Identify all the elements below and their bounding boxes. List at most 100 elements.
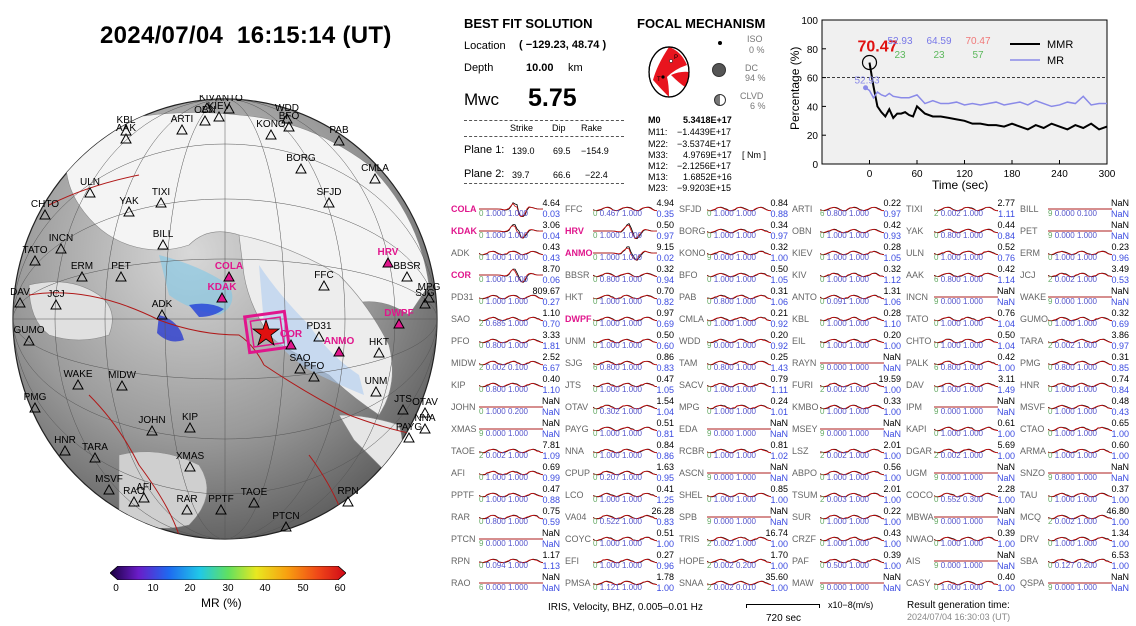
station-name: CHTO	[906, 336, 932, 346]
weight-values: 2 0.002 0.010	[707, 583, 756, 592]
waveform-trace	[707, 228, 771, 234]
station-triangle-icon	[138, 491, 150, 503]
weight-values: 2 0.002 0.200	[707, 561, 756, 570]
waveform-trace	[1048, 272, 1112, 278]
weight-value: 0.000	[713, 429, 734, 438]
weight-value: 1.000	[485, 253, 506, 262]
weight-value: 0.002	[940, 209, 961, 218]
depth-label: Depth	[464, 62, 494, 74]
ratio-value: 1.02	[770, 451, 788, 461]
col-dip: Dip	[552, 123, 566, 133]
weight-value: 1.000	[1054, 385, 1075, 394]
weight-value: 1.000	[848, 363, 869, 372]
synthetic-trace	[934, 272, 998, 278]
waveform-cell: CPUP 1.63 0.95 0 0.207 1.000	[565, 462, 678, 484]
weight-value: 1.000	[713, 407, 734, 416]
station-uln-marker: ULN	[80, 177, 100, 198]
ratio-value: NaN	[541, 429, 560, 439]
synthetic-trace	[479, 294, 543, 300]
m33-label: M33:	[648, 150, 669, 160]
amplitude-value: 0.40	[542, 374, 560, 384]
waveform-trace	[707, 360, 771, 366]
weight-values: 2 0.685 1.000	[479, 319, 528, 328]
waveform-trace	[593, 404, 657, 410]
weight-value: 1.000	[826, 341, 847, 350]
synthetic-trace	[934, 206, 998, 212]
station-name: TSUM	[792, 490, 818, 500]
weight-value: 2	[479, 319, 484, 328]
station-name: MPG	[679, 402, 700, 412]
station-kiev-marker: KIEV	[208, 101, 231, 122]
waveform-trace	[479, 268, 543, 283]
station-triangle-icon	[313, 330, 325, 342]
amplitude-value: 0.31	[1111, 352, 1129, 362]
synthetic-trace	[593, 224, 657, 240]
station-label: YAK	[119, 196, 139, 207]
weight-values: 0 1.000 1.000	[1048, 429, 1097, 438]
station-name: ADK	[451, 248, 470, 258]
weight-value: 1.000	[507, 539, 528, 548]
weight-value: 1.000	[1076, 275, 1097, 284]
weight-value: 1.000	[1076, 385, 1097, 394]
waveform-trace	[707, 206, 771, 212]
weight-value: 2	[707, 583, 712, 592]
amplitude-value: 3.11	[998, 374, 1015, 384]
station-payg-marker: PAYG	[396, 422, 422, 443]
ratio-value: 1.13	[542, 561, 560, 571]
mr-annotation: 52.93	[855, 75, 880, 86]
synthetic-trace	[934, 360, 998, 366]
station-nna-marker: NNA	[414, 413, 436, 434]
station-name: BBSR	[565, 270, 590, 280]
ratio-value: 1.12	[883, 275, 901, 285]
synthetic-trace	[479, 448, 543, 454]
waveform-trace	[1048, 208, 1112, 210]
synthetic-trace	[1048, 492, 1112, 498]
station-label: PTCN	[272, 511, 299, 522]
amplitude-value: 0.76	[997, 308, 1015, 318]
weight-values: 0 1.000 1.000	[1048, 451, 1097, 460]
epicenter-star-icon	[251, 318, 281, 347]
synthetic-trace	[707, 360, 771, 366]
synthetic-trace	[593, 272, 657, 278]
weight-values: 9 0.000 1.000	[707, 341, 756, 350]
station-label: KIP	[182, 412, 198, 423]
waveform-cell: CMLA 0.21 0.92 0 1.000 1.000	[679, 308, 792, 330]
station-label: DAV	[10, 287, 30, 298]
waveform-trace	[820, 382, 884, 388]
station-chto-marker: CHTO	[31, 199, 59, 220]
amplitude-value: 16.74	[765, 528, 788, 538]
data-info: IRIS, Velocity, BHZ, 0.005–0.01 Hz	[548, 602, 703, 613]
weight-value: 0	[707, 451, 712, 460]
amplitude-value: 0.61	[997, 418, 1015, 428]
weight-values: 0 0.127 0.200	[1048, 561, 1097, 570]
amplitude-value: 0.74	[1111, 374, 1129, 384]
station-name: KMBO	[792, 402, 819, 412]
waveform-trace	[1048, 250, 1112, 256]
waveform-cell: COLA 4.64 0.03 0 1.000 1.000	[451, 198, 564, 220]
waveform-trace	[934, 492, 998, 498]
weight-value: 0	[479, 297, 484, 306]
station-name: TATO	[906, 314, 929, 324]
waveform-trace	[593, 514, 657, 520]
station-label: JOHN	[138, 415, 165, 426]
waveform-cell: DWPF 0.97 0.69 0 1.000 1.000	[565, 308, 678, 330]
waveform-trace	[1048, 492, 1112, 498]
weight-values: 9 0.000 1.000	[934, 561, 983, 570]
weight-values: 0 1.000 1.000	[934, 539, 983, 548]
weight-value: 0.685	[485, 319, 506, 328]
synthetic-trace	[479, 492, 543, 498]
station-label: JTS	[394, 394, 412, 405]
y-tick-label: 0	[812, 160, 818, 171]
weight-value: 1.000	[621, 363, 642, 372]
weight-value: 1.000	[962, 517, 983, 526]
station-name: RAR	[451, 512, 471, 522]
weight-value: 0	[934, 231, 939, 240]
ratio-value: 0.83	[656, 363, 674, 373]
weight-value: 0	[593, 583, 598, 592]
waveform-cell: SNZO NaN NaN 9 0.800 1.000	[1020, 462, 1133, 484]
weight-values: 0 1.000 1.000	[934, 385, 983, 394]
synthetic-trace	[479, 338, 543, 344]
waveform-cell: HRV 0.50 0.97 0 1.000 1.000	[565, 220, 678, 242]
waveform-cell: HNR 0.74 0.84 0 1.000 1.000	[1020, 374, 1133, 396]
